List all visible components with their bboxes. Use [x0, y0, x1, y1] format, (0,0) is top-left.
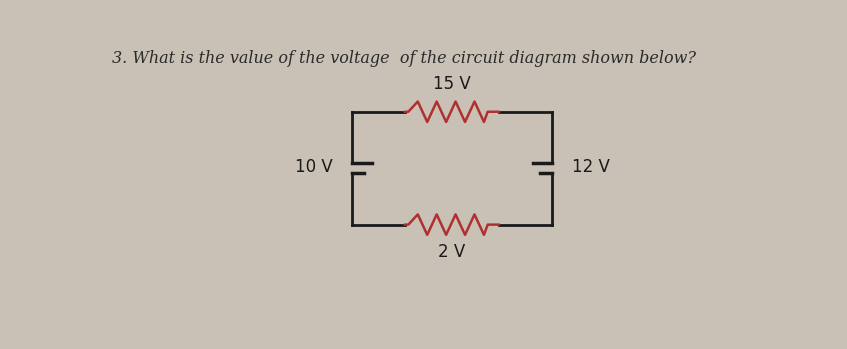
Text: 12 V: 12 V: [572, 158, 610, 176]
Text: 15 V: 15 V: [433, 75, 471, 93]
Text: 2 V: 2 V: [438, 244, 466, 261]
Text: 3. What is the value of the voltage  of the circuit diagram shown below?: 3. What is the value of the voltage of t…: [113, 50, 696, 67]
Text: 10 V: 10 V: [295, 158, 332, 176]
